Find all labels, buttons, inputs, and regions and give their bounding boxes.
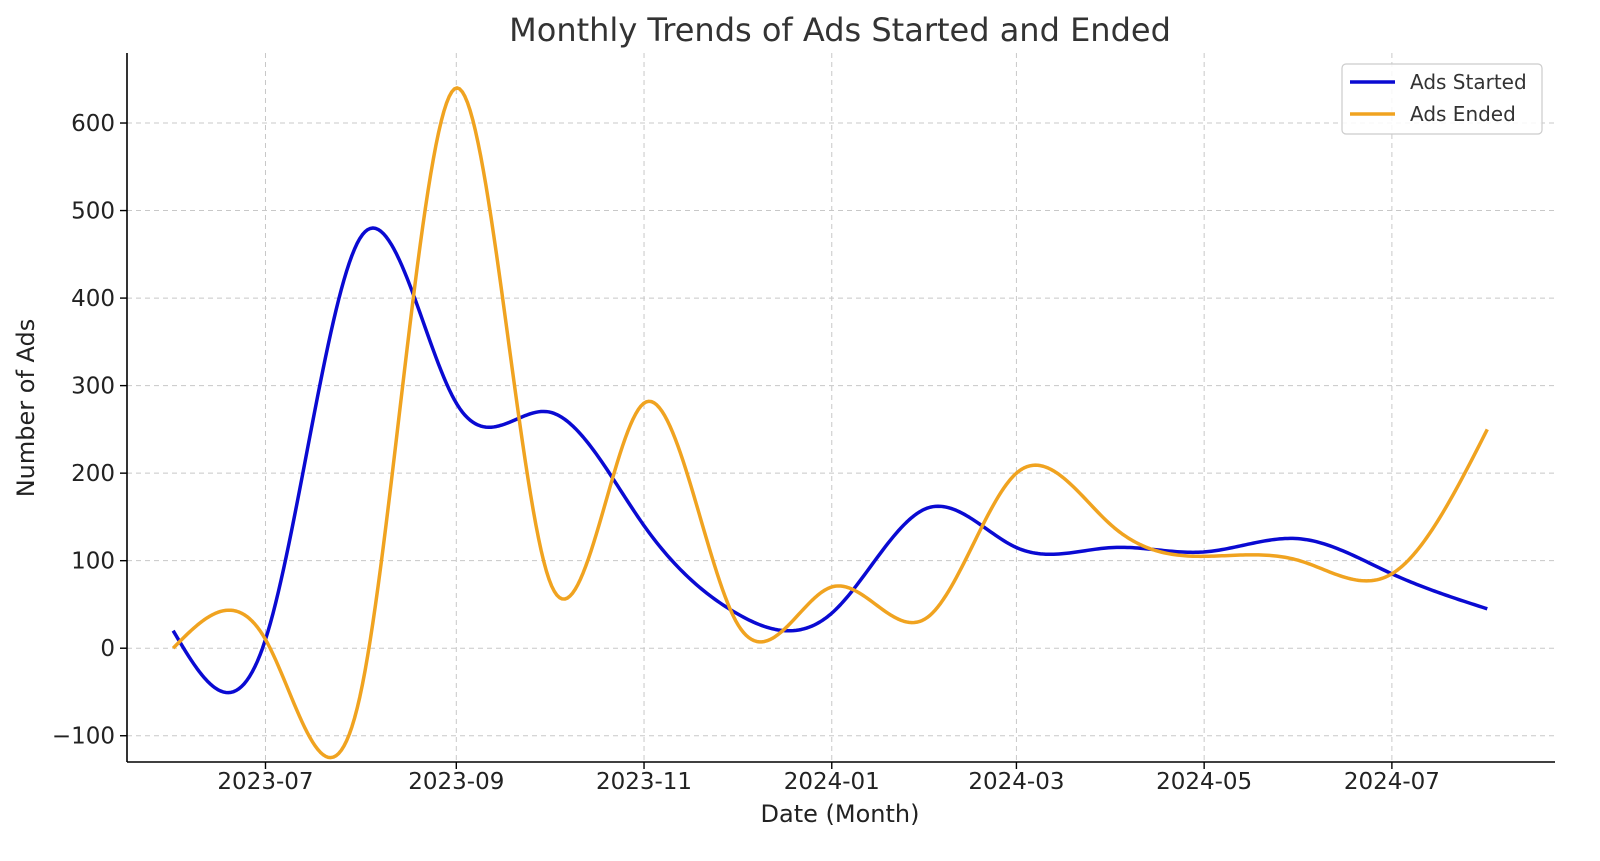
y-tick-label: 400	[71, 286, 115, 312]
grid	[127, 53, 1555, 762]
x-tick-label: 2024-05	[1156, 769, 1252, 795]
y-tick-label: 100	[71, 549, 115, 575]
series-line-ads-started	[171, 226, 1488, 695]
legend-label-ads-started: Ads Started	[1410, 70, 1527, 94]
axes	[126, 53, 1555, 763]
x-axis-label: Date (Month)	[761, 800, 920, 828]
x-tick-label: 2024-07	[1344, 769, 1440, 795]
x-tick-label: 2023-07	[217, 769, 313, 795]
y-tick-label: 600	[71, 111, 115, 137]
x-ticks: 2023-07 2023-09 2023-11 2024-01 2024-03 2024-…	[217, 762, 1440, 795]
y-ticks: −100 0 100 200 300 400 500 600	[52, 111, 127, 750]
legend: Ads Started Ads Ended	[1341, 63, 1543, 135]
y-tick-label: 500	[71, 199, 115, 225]
legend-label-ads-ended: Ads Ended	[1410, 102, 1516, 126]
y-tick-label: 200	[71, 461, 115, 487]
series-layer	[171, 86, 1489, 760]
y-tick-label: −100	[52, 724, 115, 750]
x-tick-label: 2024-03	[968, 769, 1064, 795]
chart-title: Monthly Trends of Ads Started and Ended	[509, 11, 1171, 49]
x-tick-label: 2023-09	[408, 769, 504, 795]
x-tick-label: 2024-01	[784, 769, 880, 795]
series-line-ads-ended	[171, 86, 1489, 760]
y-tick-label: 300	[71, 374, 115, 400]
y-axis-label: Number of Ads	[12, 319, 40, 498]
x-tick-label: 2023-11	[596, 769, 692, 795]
y-tick-label: 0	[100, 636, 115, 662]
